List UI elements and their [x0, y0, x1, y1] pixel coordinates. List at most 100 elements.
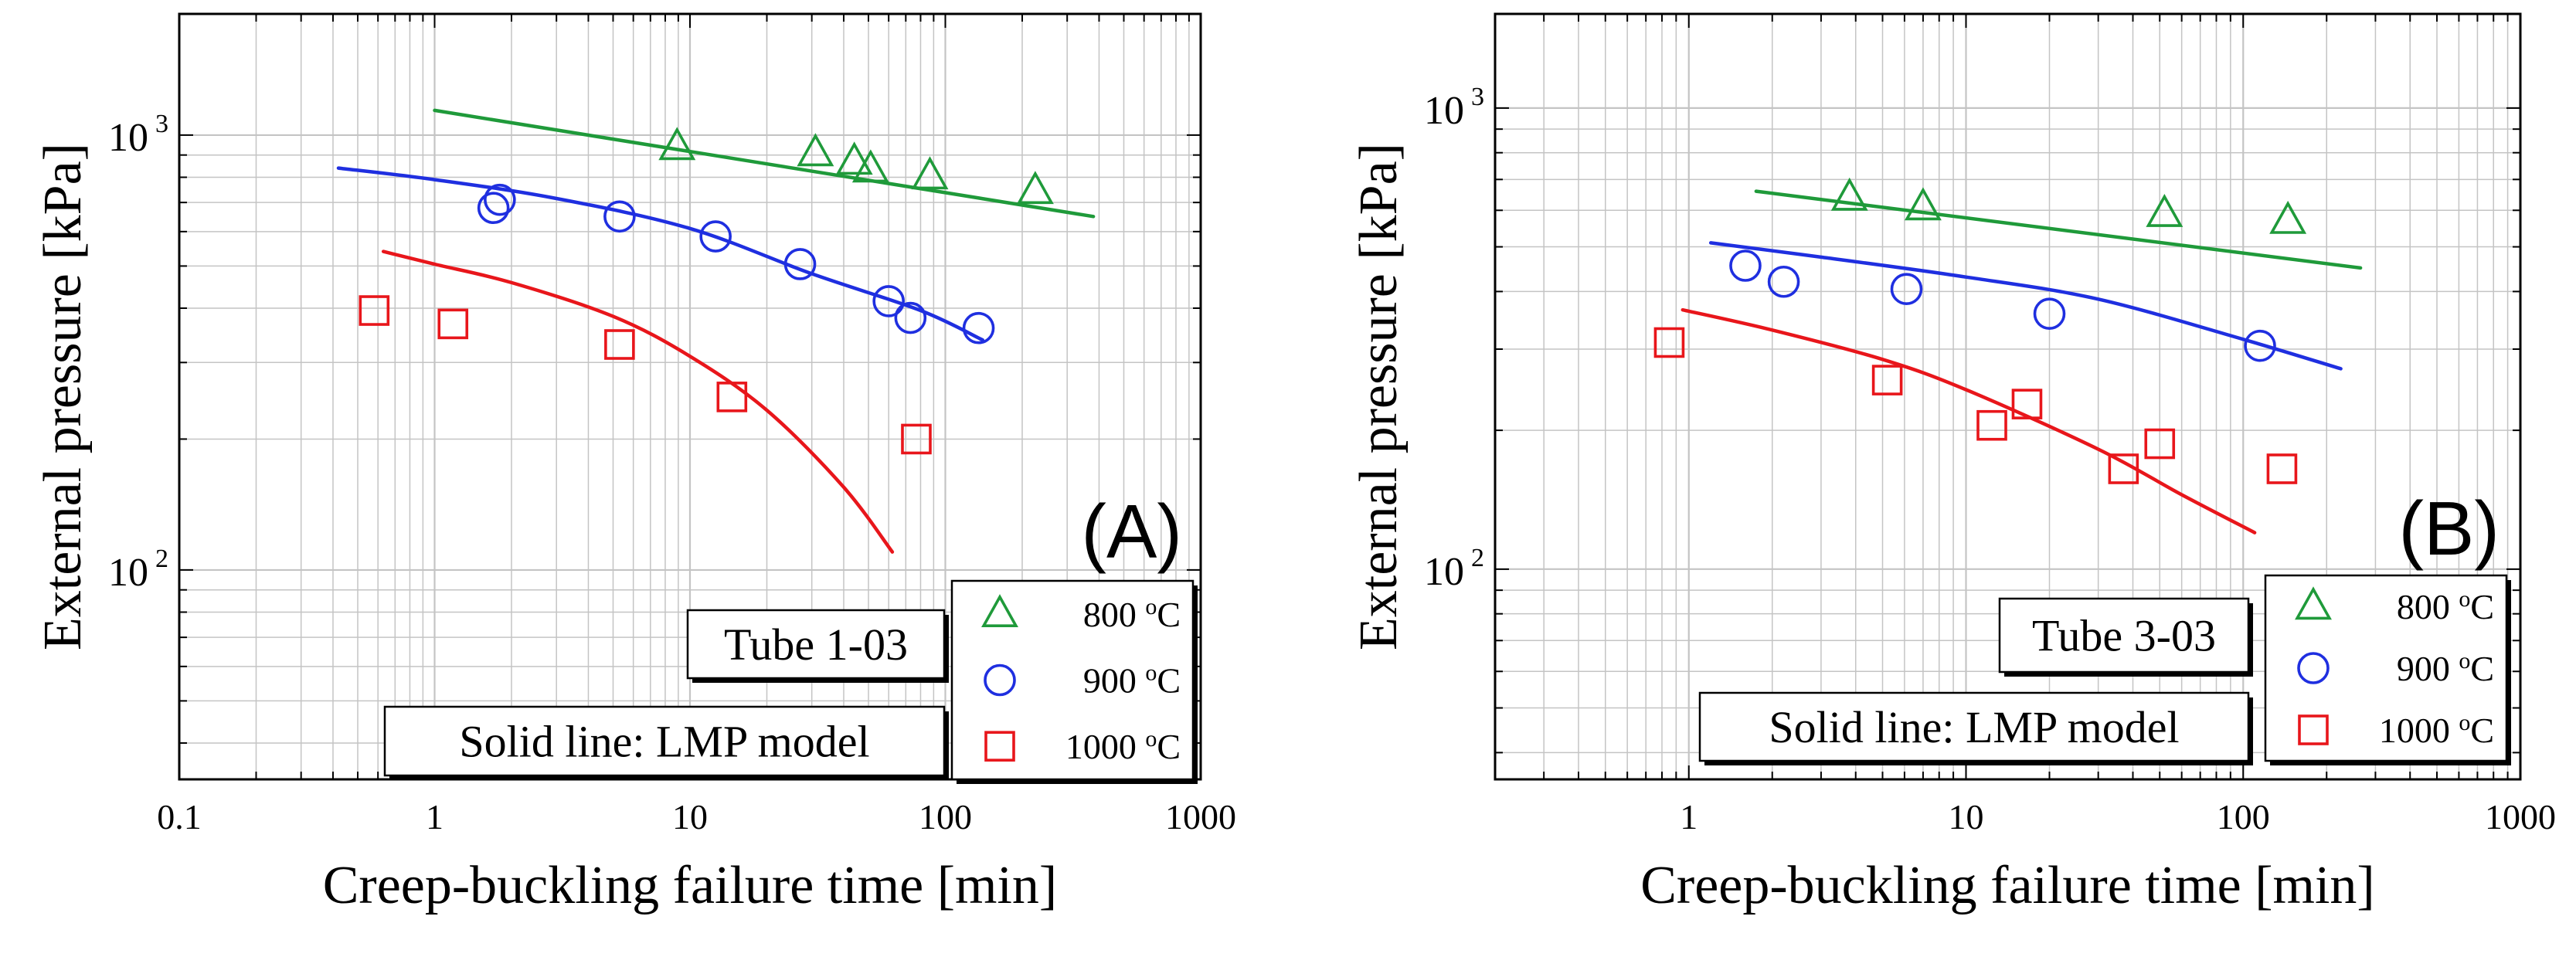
legend-label: 800 oC — [2397, 586, 2494, 626]
series-circle-points — [1729, 249, 2276, 362]
legend-label-unit: C — [2470, 711, 2494, 750]
legend-label-degree: o — [1145, 726, 1157, 752]
y-tick-label: 10 — [1424, 89, 1464, 133]
axes-frame — [1494, 12, 2522, 781]
legend-label: 1000 oC — [1065, 726, 1181, 766]
data-point-square — [901, 423, 932, 455]
data-point-square — [2108, 453, 2139, 484]
y-axis-title: External pressure [kPa] — [33, 143, 93, 650]
legend-item-circle: 900 oC — [2297, 648, 2494, 688]
data-point-triangle — [1016, 171, 1054, 205]
legend-marker-triangle — [981, 594, 1018, 628]
series-square-points — [1653, 327, 2298, 484]
legend-marker-circle — [2297, 652, 2330, 684]
legend-label-value: 900 — [2397, 649, 2459, 688]
legend-label-degree: o — [2459, 710, 2470, 735]
y-tick-exponent: 3 — [155, 110, 168, 138]
x-axis-title: Creep-buckling failure time [min] — [323, 856, 1058, 915]
series-square-points — [359, 295, 932, 455]
data-point-circle — [783, 248, 817, 280]
legend-marker-square — [984, 731, 1015, 762]
legend-label-unit: C — [2470, 587, 2494, 626]
y-tick-exponent: 3 — [1471, 83, 1484, 111]
fit-line-triangle — [433, 108, 1096, 219]
tube-label-text: Tube 3-03 — [2032, 611, 2216, 661]
data-point-triangle — [2146, 193, 2183, 227]
model-note-frame — [383, 705, 946, 777]
data-point-circle — [603, 200, 636, 233]
legend-label-unit: C — [1157, 661, 1181, 701]
series-triangle-points — [1830, 177, 2307, 234]
x-tick-label: 10 — [1949, 797, 1984, 837]
data-point-square — [2266, 453, 2298, 484]
fit-line-square — [381, 249, 895, 554]
fit-line-triangle — [1754, 189, 2363, 270]
model-note-text: Solid line: LMP model — [1769, 702, 2179, 752]
data-point-square — [1653, 327, 1685, 358]
data-point-square — [1871, 365, 1903, 395]
data-point-circle — [872, 285, 905, 317]
legend-frame — [2264, 574, 2508, 762]
x-tick-label: 1 — [426, 797, 443, 837]
axis-ticks — [1495, 14, 2520, 779]
x-axis-title: Creep-buckling failure time [min] — [1640, 856, 2375, 915]
data-point-triangle — [658, 127, 696, 161]
x-tick-label: 1 — [1680, 797, 1698, 837]
legend-marker-circle — [984, 663, 1016, 697]
x-tick-label: 10 — [672, 797, 708, 837]
y-tick-label: 10 — [1424, 550, 1464, 594]
legend-label-unit: C — [2470, 649, 2494, 688]
legend-label-value: 1000 — [2379, 711, 2459, 750]
legend-label: 900 oC — [2397, 648, 2494, 688]
y-tick-label: 10 — [108, 551, 148, 595]
legend-label: 1000 oC — [2379, 710, 2494, 750]
data-point-circle — [1729, 249, 1762, 282]
data-point-square — [359, 295, 390, 326]
data-point-triangle — [851, 149, 889, 183]
legend-label: 800 oC — [1083, 594, 1181, 634]
fit-line-square — [1681, 307, 2257, 534]
series-triangle-points — [658, 127, 1054, 205]
data-point-square — [604, 329, 635, 360]
y-tick-label: 10 — [108, 116, 148, 160]
data-point-square — [1976, 409, 2007, 441]
data-point-circle — [484, 183, 516, 216]
legend-marker-square — [2298, 714, 2329, 745]
data-point-triangle — [835, 141, 873, 175]
legend-item-square: 1000 oC — [984, 726, 1181, 766]
data-point-triangle — [911, 156, 949, 190]
tube-label: Tube 1-03 — [686, 609, 949, 683]
series-circle-points — [477, 183, 995, 344]
tube-label-text: Tube 1-03 — [724, 619, 908, 670]
model-note: Solid line: LMP model — [1698, 691, 2253, 765]
x-tick-label: 100 — [919, 797, 972, 837]
data-point-square — [437, 308, 469, 340]
data-point-circle — [2244, 329, 2276, 362]
data-point-circle — [2033, 297, 2066, 330]
tube-label-frame — [1998, 597, 2250, 674]
panel-label: (B) — [2398, 486, 2500, 571]
x-tick-label: 1000 — [2485, 797, 2556, 837]
legend-label-value: 800 — [1083, 595, 1146, 634]
legend-item-circle: 900 oC — [984, 660, 1181, 701]
legend-label-value: 1000 — [1065, 727, 1146, 766]
data-point-square — [716, 382, 748, 412]
legend-label: 900 oC — [1083, 660, 1181, 701]
data-point-triangle — [1904, 187, 1942, 221]
legend-marker-triangle — [2295, 586, 2332, 620]
y-axis-title: External pressure [kPa] — [1349, 143, 1409, 650]
tube-label: Tube 3-03 — [1998, 597, 2253, 677]
legend-item-triangle: 800 oC — [981, 594, 1181, 634]
data-point-circle — [894, 301, 927, 334]
legend-label-value: 800 — [2397, 587, 2459, 626]
legend-frame — [950, 579, 1195, 781]
fit-lines — [336, 108, 1096, 554]
x-tick-label: 0.1 — [157, 797, 202, 837]
data-point-circle — [1767, 265, 1800, 298]
data-point-triangle — [2269, 200, 2307, 234]
legend-label-degree: o — [1145, 594, 1157, 619]
legend-label-value: 900 — [1083, 661, 1146, 701]
